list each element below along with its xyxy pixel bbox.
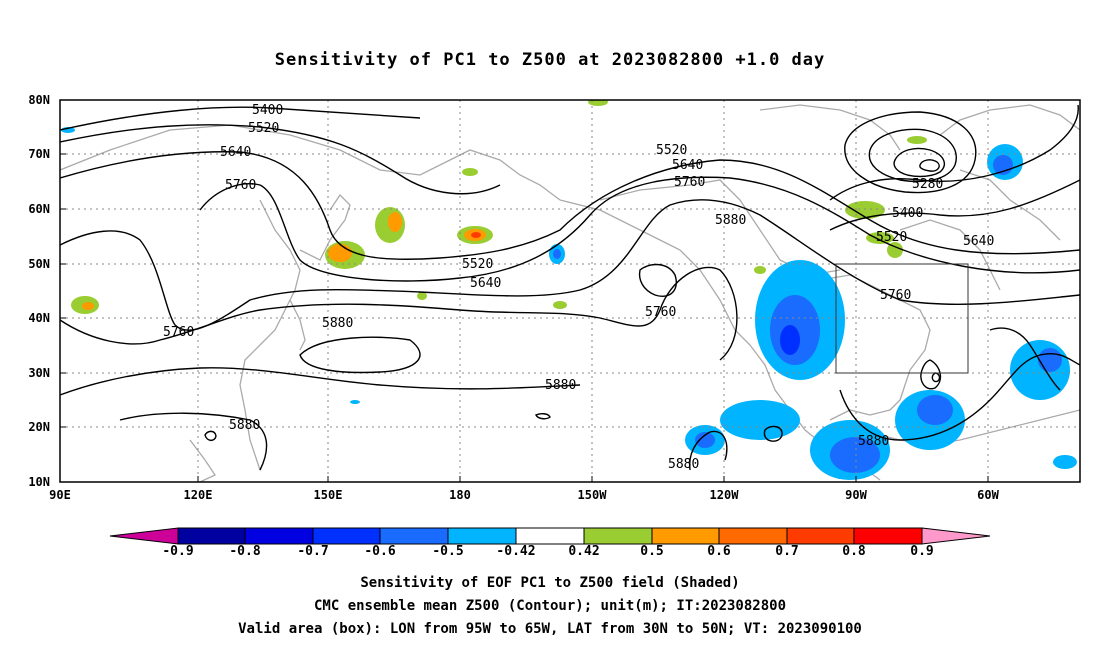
caption-contour: CMC ensemble mean Z500 (Contour); unit(m… <box>313 598 786 614</box>
caption-valid-area: Valid area (box): LON from 95W to 65W, L… <box>238 621 862 637</box>
lon-label: 120W <box>709 488 739 502</box>
colorbar-label: -0.9 <box>162 544 194 559</box>
colorbar-label: 0.6 <box>707 544 731 559</box>
lat-label: 20N <box>28 420 50 434</box>
lat-label: 70N <box>28 147 50 161</box>
colorbar-label: -0.7 <box>297 544 329 559</box>
colorbar-box <box>379 527 449 545</box>
contour-label: 5520 <box>876 230 907 245</box>
sensitivity-shading <box>61 100 1077 480</box>
contour-label: 5520 <box>248 121 279 136</box>
contour-label: 5520 <box>656 143 687 158</box>
lon-label: 180 <box>449 488 471 502</box>
contour-label: 5400 <box>252 103 283 118</box>
colorbar-low-triangle <box>109 527 179 545</box>
contour-label: 5760 <box>880 288 911 303</box>
contour-label: 5880 <box>715 213 746 228</box>
colorbar-label: 0.7 <box>775 544 799 559</box>
lon-label: 60W <box>977 488 999 502</box>
colorbar-box <box>651 527 720 545</box>
lon-label: 120E <box>183 488 213 502</box>
map-frame <box>59 99 1081 483</box>
contour-label: 5760 <box>645 305 676 320</box>
colorbar-label: -0.42 <box>496 544 536 559</box>
colorbar-label: 0.8 <box>842 544 866 559</box>
lon-label: 90E <box>49 488 71 502</box>
contour-label: 5640 <box>220 145 251 160</box>
contour-label: 5880 <box>668 457 699 472</box>
colorbar-label: -0.8 <box>229 544 261 559</box>
colorbar-box <box>177 527 246 545</box>
lon-label: 90W <box>845 488 867 502</box>
contour-label: 5400 <box>892 206 923 221</box>
map-title: Sensitivity of PC1 to Z500 at 2023082800… <box>274 50 826 70</box>
colorbar-box <box>244 527 314 545</box>
contour-label: 5280 <box>912 177 943 192</box>
contour-label: 5880 <box>322 316 353 331</box>
colorbar-label: 0.9 <box>910 544 934 559</box>
z500-contours <box>60 104 1080 471</box>
contour-label: 5760 <box>163 325 194 340</box>
lat-label: 30N <box>28 366 50 380</box>
contour-label: 5880 <box>229 418 260 433</box>
lon-label: 150E <box>313 488 343 502</box>
lat-label: 80N <box>28 93 50 107</box>
colorbar-label: -0.6 <box>364 544 396 559</box>
colorbar-box <box>718 527 788 545</box>
colorbar-box <box>312 527 381 545</box>
contour-label: 5640 <box>672 158 703 173</box>
valid-area-box <box>835 263 969 374</box>
colorbar-box <box>853 527 923 545</box>
contour-label: 5880 <box>858 434 889 449</box>
colorbar-label: -0.5 <box>432 544 464 559</box>
contour-label: 5760 <box>674 175 705 190</box>
lon-label: 150W <box>577 488 607 502</box>
colorbar-high-triangle <box>921 527 991 545</box>
contour-label: 5640 <box>963 234 994 249</box>
colorbar-box <box>583 527 653 545</box>
colorbar-box <box>786 527 855 545</box>
contour-label: 5520 <box>462 257 493 272</box>
caption-shaded: Sensitivity of EOF PC1 to Z500 field (Sh… <box>360 575 740 591</box>
contour-label: 5760 <box>225 178 256 193</box>
contour-label: 5880 <box>545 378 576 393</box>
colorbar-label: 0.5 <box>640 544 664 559</box>
contour-label: 5640 <box>470 276 501 291</box>
lat-label: 40N <box>28 311 50 325</box>
contour-labels: 5400 5520 5640 5760 5880 5520 5640 5760 … <box>163 103 994 472</box>
colorbar-box <box>447 527 517 545</box>
lat-label: 10N <box>28 475 50 489</box>
axis-ticks <box>60 99 989 483</box>
colorbar <box>109 527 991 545</box>
colorbar-label: 0.42 <box>568 544 600 559</box>
lat-label: 60N <box>28 202 50 216</box>
lat-label: 50N <box>28 257 50 271</box>
lat-lon-grid <box>60 100 1080 482</box>
colorbar-box <box>515 527 585 545</box>
